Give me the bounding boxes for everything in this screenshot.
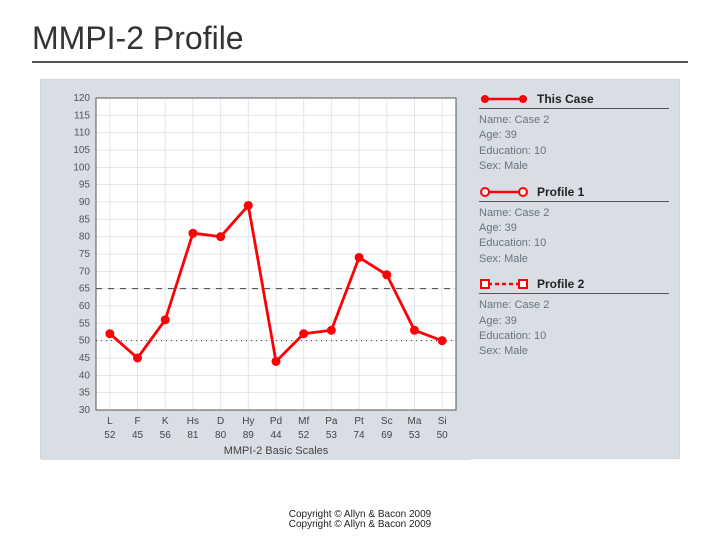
title-divider bbox=[32, 61, 688, 63]
svg-text:D: D bbox=[217, 416, 224, 427]
legend-meta-line: Age: 39 bbox=[479, 314, 669, 329]
legend-head: This Case bbox=[479, 92, 669, 109]
mmpi2-chart: 30 35 40 45 50 55 60 65 70 75 80 85 90 95 100 105 110 115… bbox=[41, 80, 471, 460]
svg-text:110: 110 bbox=[74, 128, 90, 139]
legend-head: Profile 1 bbox=[479, 185, 669, 202]
svg-text:90: 90 bbox=[79, 197, 91, 208]
svg-text:53: 53 bbox=[326, 430, 338, 441]
svg-text:53: 53 bbox=[409, 430, 421, 441]
legend-meta-line: Age: 39 bbox=[479, 221, 669, 236]
legend-meta-line: Education: 10 bbox=[479, 329, 669, 344]
svg-text:MMPI-2 Basic Scales: MMPI-2 Basic Scales bbox=[224, 445, 329, 457]
legend-swatch bbox=[479, 93, 529, 105]
chart-container: 30 35 40 45 50 55 60 65 70 75 80 85 90 95 100 105 110 115… bbox=[41, 80, 471, 458]
svg-text:74: 74 bbox=[354, 430, 366, 441]
svg-text:Mf: Mf bbox=[298, 416, 309, 427]
svg-text:100: 100 bbox=[73, 162, 90, 173]
svg-text:45: 45 bbox=[79, 353, 91, 364]
svg-text:80: 80 bbox=[215, 430, 227, 441]
legend-label: Profile 2 bbox=[537, 277, 584, 291]
svg-text:105: 105 bbox=[73, 145, 90, 156]
legend-block: Profile 1 Name: Case 2Age: 39Education: 1… bbox=[479, 185, 669, 268]
svg-text:Sc: Sc bbox=[381, 416, 393, 427]
svg-text:40: 40 bbox=[79, 370, 91, 381]
svg-text:Ma: Ma bbox=[408, 416, 422, 427]
svg-text:52: 52 bbox=[298, 430, 310, 441]
svg-text:75: 75 bbox=[79, 249, 91, 260]
svg-text:Hs: Hs bbox=[187, 416, 199, 427]
svg-text:30: 30 bbox=[79, 405, 91, 416]
legend-block: This Case Name: Case 2Age: 39Education: 1… bbox=[479, 92, 669, 175]
svg-text:50: 50 bbox=[79, 336, 91, 347]
copyright: Copyright © Allyn & Bacon 2009 Copyright… bbox=[0, 510, 720, 530]
svg-text:55: 55 bbox=[79, 318, 91, 329]
svg-text:95: 95 bbox=[79, 180, 91, 191]
svg-text:Pt: Pt bbox=[354, 416, 364, 427]
legend-block: Profile 2 Name: Case 2Age: 39Education: 1… bbox=[479, 277, 669, 360]
svg-text:81: 81 bbox=[187, 430, 199, 441]
legend-meta-line: Education: 10 bbox=[479, 236, 669, 251]
legend-label: This Case bbox=[537, 92, 594, 106]
svg-text:115: 115 bbox=[74, 110, 90, 121]
svg-text:80: 80 bbox=[79, 232, 91, 243]
legend-swatch bbox=[479, 186, 529, 198]
svg-text:Pa: Pa bbox=[325, 416, 338, 427]
legend-meta-line: Name: Case 2 bbox=[479, 206, 669, 221]
legend-head: Profile 2 bbox=[479, 277, 669, 294]
svg-text:Si: Si bbox=[438, 416, 447, 427]
legend-meta-line: Age: 39 bbox=[479, 128, 669, 143]
svg-text:35: 35 bbox=[79, 388, 91, 399]
svg-text:56: 56 bbox=[160, 430, 172, 441]
svg-text:44: 44 bbox=[270, 430, 282, 441]
legend-meta-line: Name: Case 2 bbox=[479, 298, 669, 313]
figure-area: 30 35 40 45 50 55 60 65 70 75 80 85 90 95 100 105 110 115… bbox=[40, 79, 680, 459]
svg-text:L: L bbox=[107, 416, 113, 427]
legend-meta-line: Education: 10 bbox=[479, 144, 669, 159]
legend-swatch bbox=[479, 278, 529, 290]
legend-meta: Name: Case 2Age: 39Education: 10Sex: Mal… bbox=[479, 113, 669, 175]
svg-text:65: 65 bbox=[79, 284, 91, 295]
svg-text:F: F bbox=[134, 416, 140, 427]
svg-text:45: 45 bbox=[132, 430, 144, 441]
legend-meta-line: Sex: Male bbox=[479, 252, 669, 267]
legend-meta: Name: Case 2Age: 39Education: 10Sex: Mal… bbox=[479, 298, 669, 360]
svg-text:85: 85 bbox=[79, 214, 91, 225]
copyright-line: Copyright © Allyn & Bacon 2009 bbox=[0, 520, 720, 530]
svg-text:89: 89 bbox=[243, 430, 255, 441]
legend-meta-line: Sex: Male bbox=[479, 344, 669, 359]
svg-text:Pd: Pd bbox=[270, 416, 282, 427]
legend-label: Profile 1 bbox=[537, 185, 584, 199]
svg-text:Hy: Hy bbox=[242, 416, 254, 427]
svg-text:69: 69 bbox=[381, 430, 393, 441]
slide: MMPI-2 Profile 30 35 40 45 50 55 60 65 70 75 80 85 9… bbox=[0, 0, 720, 540]
legend-meta-line: Name: Case 2 bbox=[479, 113, 669, 128]
legend: This CaseName: Case 2Age: 39Education: 1… bbox=[479, 80, 679, 458]
svg-text:50: 50 bbox=[437, 430, 449, 441]
svg-text:120: 120 bbox=[73, 93, 90, 104]
svg-text:52: 52 bbox=[104, 430, 116, 441]
legend-meta-line: Sex: Male bbox=[479, 159, 669, 174]
svg-text:K: K bbox=[162, 416, 169, 427]
svg-text:60: 60 bbox=[79, 301, 91, 312]
legend-meta: Name: Case 2Age: 39Education: 10Sex: Mal… bbox=[479, 206, 669, 268]
svg-text:70: 70 bbox=[79, 266, 91, 277]
page-title: MMPI-2 Profile bbox=[32, 20, 688, 57]
